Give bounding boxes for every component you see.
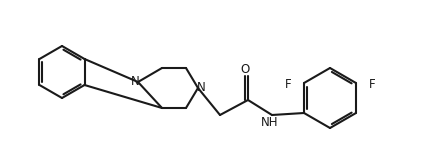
Text: N: N bbox=[130, 75, 139, 89]
Text: N: N bbox=[196, 82, 205, 94]
Text: F: F bbox=[284, 79, 291, 92]
Text: F: F bbox=[368, 79, 374, 92]
Text: O: O bbox=[240, 63, 249, 76]
Text: NH: NH bbox=[261, 115, 278, 129]
